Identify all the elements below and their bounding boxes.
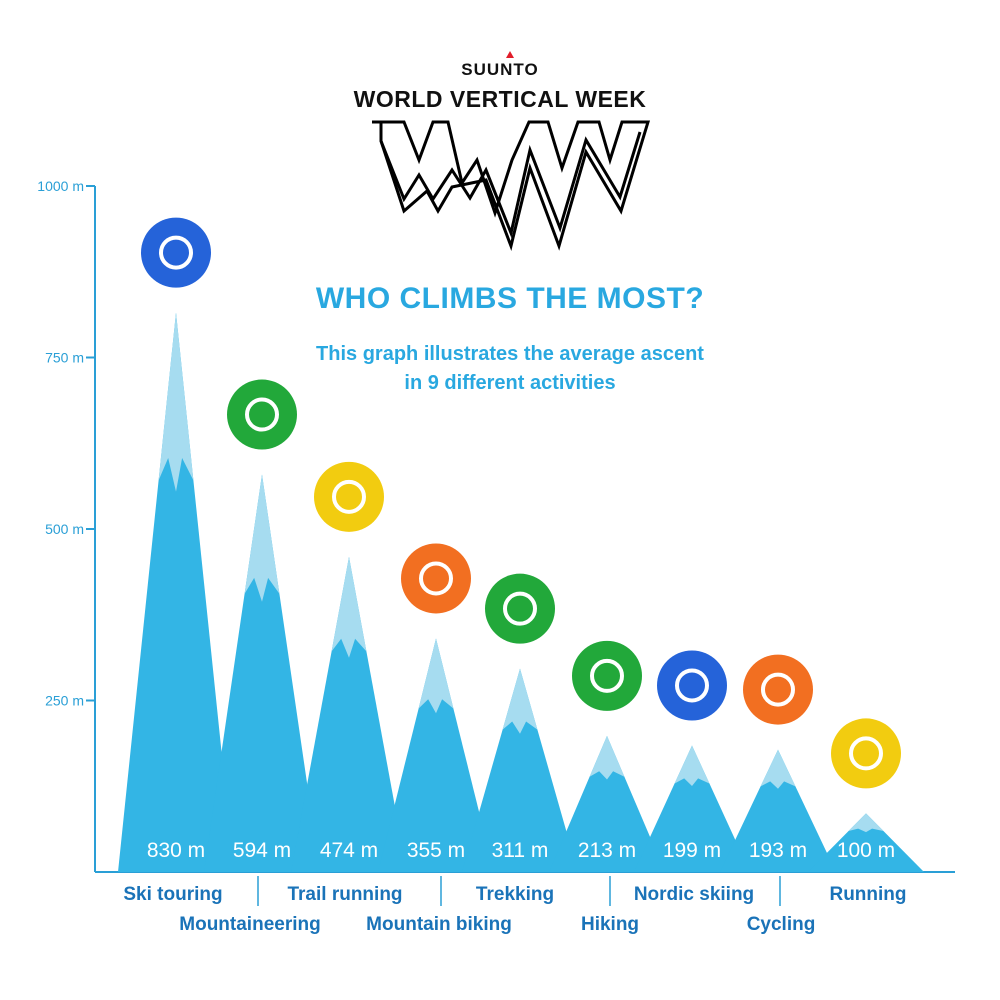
icon-glyph bbox=[245, 397, 279, 432]
mountain-bar: 830 m bbox=[118, 217, 234, 872]
icon-circle bbox=[572, 640, 642, 711]
mountain-snowcap bbox=[760, 749, 796, 789]
y-tick-label: 250 m bbox=[45, 693, 84, 709]
category-label: Hiking bbox=[581, 914, 639, 935]
mountain-bar: 311 m bbox=[462, 573, 578, 872]
value-label: 830 m bbox=[147, 839, 205, 862]
mountain-bar: 355 m bbox=[378, 543, 494, 872]
mountain-snowcap bbox=[158, 312, 194, 492]
category-label: Mountaineering bbox=[179, 914, 320, 935]
mountain-bike-icon bbox=[401, 543, 471, 614]
category-label: Ski touring bbox=[123, 884, 222, 905]
value-label: 594 m bbox=[233, 839, 291, 862]
mountain-snowcap bbox=[244, 474, 280, 602]
mountain-bar: 474 m bbox=[291, 461, 407, 872]
mountain-body bbox=[808, 813, 924, 872]
mountain-body bbox=[549, 735, 665, 872]
mountain-body bbox=[378, 638, 494, 872]
mountain-body bbox=[118, 312, 234, 872]
y-tick-label: 1000 m bbox=[37, 178, 84, 194]
icon-glyph bbox=[675, 668, 709, 703]
bicycle-icon bbox=[743, 654, 813, 725]
category-label: Trekking bbox=[476, 884, 554, 905]
nordic-skis-icon bbox=[657, 650, 727, 721]
icon-glyph bbox=[332, 479, 366, 514]
ski-touring-icon bbox=[141, 217, 211, 288]
mountain-body bbox=[720, 749, 836, 872]
mountain-bar: 199 m bbox=[634, 650, 750, 872]
icon-glyph bbox=[159, 235, 193, 270]
hiking-boot-icon bbox=[572, 640, 642, 711]
icon-glyph bbox=[503, 591, 537, 626]
mountain-body bbox=[291, 556, 407, 872]
value-label: 193 m bbox=[749, 839, 807, 862]
mountain-snowcap bbox=[674, 745, 710, 786]
event-name: WORLD VERTICAL WEEK bbox=[353, 86, 647, 112]
value-label: 474 m bbox=[320, 839, 378, 862]
suunto-logo: SUUNTO bbox=[461, 60, 539, 79]
icon-glyph bbox=[849, 736, 883, 771]
mountain-bar: 100 m bbox=[808, 718, 924, 872]
icon-circle bbox=[314, 461, 384, 532]
icon-circle bbox=[743, 654, 813, 725]
icon-circle bbox=[485, 573, 555, 644]
mountain-snowcap bbox=[418, 638, 454, 714]
icon-circle bbox=[401, 543, 471, 614]
trail-shoe-icon bbox=[314, 461, 384, 532]
icon-glyph bbox=[761, 672, 795, 707]
mountain-bar: 213 m bbox=[549, 640, 665, 872]
icon-glyph bbox=[419, 561, 453, 596]
category-label: Cycling bbox=[747, 914, 816, 935]
subtitle-line-1: This graph illustrates the average ascen… bbox=[316, 343, 704, 365]
chart-title: WHO CLIMBS THE MOST? bbox=[315, 282, 705, 315]
trekking-boot-icon bbox=[485, 573, 555, 644]
icon-circle bbox=[141, 217, 211, 288]
value-label: 100 m bbox=[837, 839, 895, 862]
mountain-snowcap bbox=[331, 556, 367, 658]
carabiner-icon bbox=[227, 379, 297, 450]
icon-circle bbox=[831, 718, 901, 789]
mountain-snowcap bbox=[848, 813, 884, 833]
icon-circle bbox=[227, 379, 297, 450]
value-label: 199 m bbox=[663, 839, 721, 862]
y-tick-label: 500 m bbox=[45, 521, 84, 537]
mountain-snowcap bbox=[589, 735, 625, 780]
y-tick-label: 750 m bbox=[45, 350, 84, 366]
value-label: 355 m bbox=[407, 839, 465, 862]
mountain-bar: 594 m bbox=[204, 379, 320, 872]
subtitle-line-2: in 9 different activities bbox=[404, 372, 616, 394]
mountain-bar: 193 m bbox=[720, 654, 836, 872]
category-label: Nordic skiing bbox=[634, 884, 754, 905]
running-shoe-icon bbox=[831, 718, 901, 789]
icon-circle bbox=[657, 650, 727, 721]
icon-glyph bbox=[590, 658, 624, 693]
mountain-body bbox=[204, 474, 320, 872]
value-label: 311 m bbox=[492, 839, 549, 862]
mountain-body bbox=[462, 668, 578, 872]
chart-subtitle: This graph illustrates the average ascen… bbox=[0, 340, 1000, 398]
category-label: Trail running bbox=[287, 884, 402, 905]
mountain-snowcap bbox=[502, 668, 538, 734]
category-label: Mountain biking bbox=[366, 914, 512, 935]
value-label: 213 m bbox=[578, 839, 636, 862]
mountain-body bbox=[634, 745, 750, 872]
category-label: Running bbox=[829, 884, 906, 905]
